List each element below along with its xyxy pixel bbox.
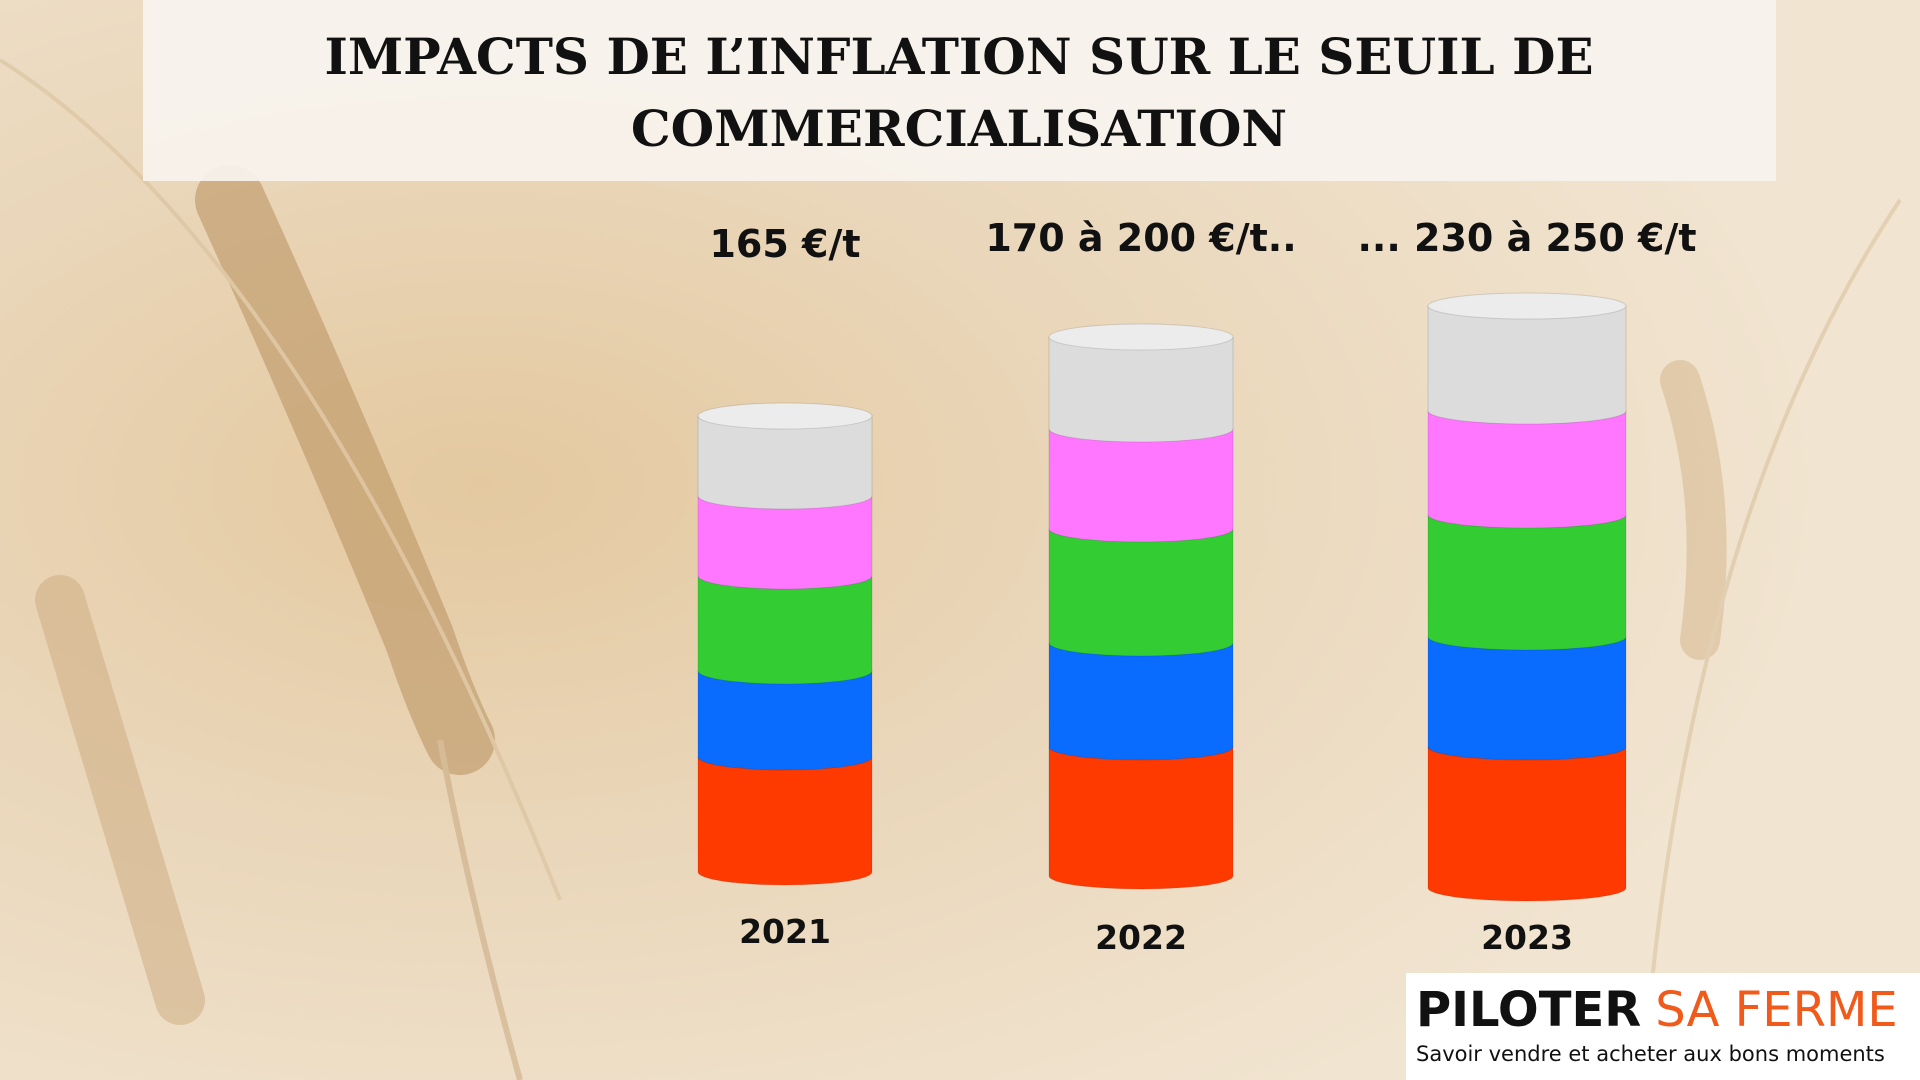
- logo-box: [1406, 973, 1920, 1080]
- year-label: 2023: [1481, 918, 1573, 957]
- columns: 165 €/t 2021 170 à 200 €/t.. 2022 ... 230 à …: [697, 216, 1697, 957]
- cylinder-top: [1427, 292, 1627, 320]
- cylinder-segment: [697, 670, 873, 771]
- brand-name: PILOTER: [1416, 982, 1641, 1038]
- cylinder-segment: [1427, 636, 1627, 761]
- cylinder-segment: [1427, 514, 1627, 651]
- cylinder-segment: [1427, 305, 1627, 425]
- logo-tagline: Savoir vendre et acheter aux bons moment…: [1416, 1042, 1885, 1066]
- cylinder-top: [1048, 323, 1234, 351]
- year-label: 2022: [1095, 918, 1187, 957]
- title-line: COMMERCIALISATION: [631, 99, 1287, 158]
- cylinder-top: [697, 402, 873, 430]
- cylinder-segment: [697, 415, 873, 510]
- cylinder-segment: [697, 575, 873, 685]
- wheat-decoration: [0, 58, 1902, 1080]
- price-label: 165 €/t: [709, 222, 860, 266]
- cylinder-segment: [1048, 528, 1234, 657]
- title-banner: [143, 0, 1776, 181]
- cylinder-segment: [1048, 746, 1234, 890]
- cylinder-segment: [1048, 336, 1234, 443]
- year-label: 2021: [739, 912, 831, 951]
- cylinder-segment: [1048, 642, 1234, 761]
- cylinder-segment: [1427, 410, 1627, 529]
- logo-brand: PILOTER SA FERME: [1416, 982, 1898, 1038]
- cylinder-segment: [1427, 746, 1627, 902]
- cylinder-segment: [697, 756, 873, 886]
- cylinder-segment: [697, 495, 873, 590]
- price-label: 170 à 200 €/t..: [985, 216, 1296, 260]
- cylinder-segment: [1048, 428, 1234, 543]
- brand-accent: SA FERME: [1655, 982, 1897, 1038]
- price-label: ... 230 à 250 €/t: [1358, 216, 1697, 260]
- title-line: IMPACTS DE L’INFLATION SUR LE SEUIL DE: [324, 27, 1593, 86]
